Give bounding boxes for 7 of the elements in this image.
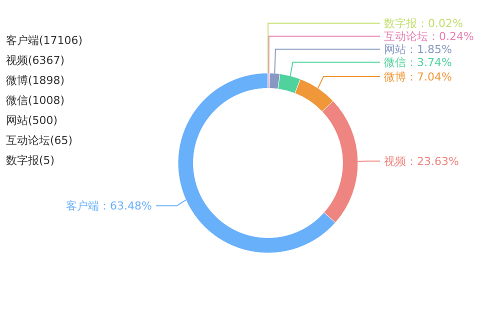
slice-label: 互动论坛：0.24% [384, 30, 474, 44]
slice-label: 客户端：63.48% [66, 200, 152, 213]
slice-label: 数字报：0.02% [384, 17, 463, 30]
slice-label: 微信：3.74% [384, 56, 452, 70]
slice-label: 视频：23.63% [384, 155, 459, 168]
slice-label: 网站：1.85% [384, 43, 452, 56]
slice-label: 微博：7.04% [384, 70, 452, 84]
